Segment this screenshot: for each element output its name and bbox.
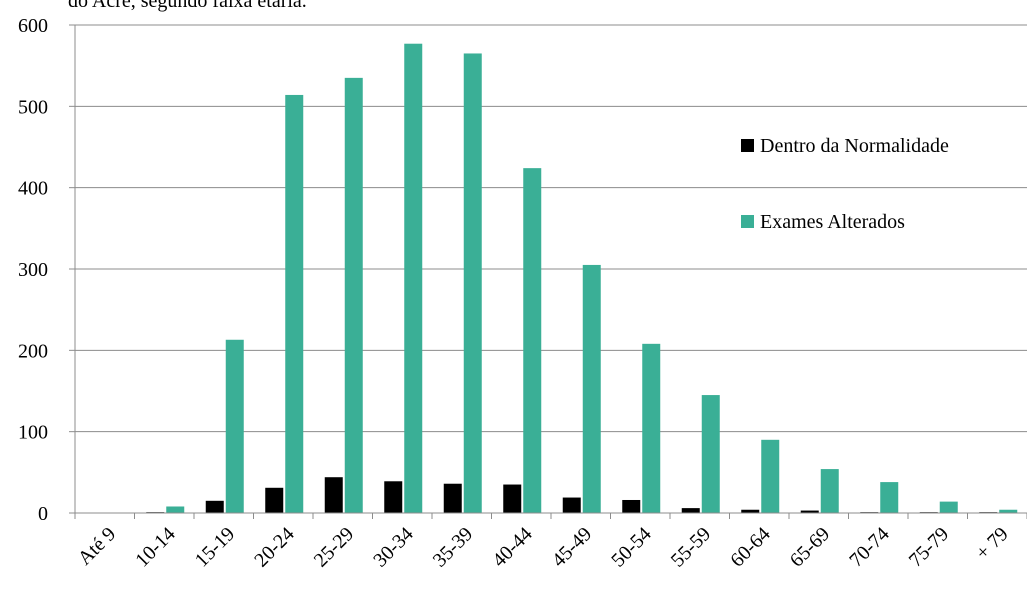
y-tick-label: 400 <box>18 178 48 200</box>
y-tick-label: 100 <box>18 422 48 444</box>
bar-exames-alterados <box>225 339 244 513</box>
bars <box>146 43 1018 514</box>
bar-exames-alterados <box>582 264 601 513</box>
bar-dentro-normalidade <box>384 481 403 513</box>
x-tick-label: 25-29 <box>310 523 359 572</box>
bar-dentro-normalidade <box>741 509 760 513</box>
bar-dentro-normalidade <box>562 497 581 513</box>
x-tick-label: 75-79 <box>905 523 954 572</box>
legend-swatch <box>741 215 754 228</box>
bar-exames-alterados <box>999 509 1018 513</box>
chart-caption: do Acre, segundo faixa etária. <box>68 0 307 12</box>
x-tick-label: 55-59 <box>667 523 716 572</box>
x-tick-label: 15-19 <box>191 523 240 572</box>
bar-exames-alterados <box>166 506 185 513</box>
bar-dentro-normalidade <box>443 483 462 513</box>
bar-exames-alterados <box>523 168 542 513</box>
legend-label: Exames Alterados <box>760 211 905 233</box>
legend-label: Dentro da Normalidade <box>760 135 949 157</box>
x-tick-label: 30-34 <box>369 523 418 572</box>
x-tick-label: 35-39 <box>429 523 478 572</box>
x-tick-label: 65-69 <box>786 523 835 572</box>
bar-exames-alterados <box>880 482 899 513</box>
x-tick-label: 60-64 <box>726 523 775 572</box>
bar-exames-alterados <box>939 501 958 513</box>
x-tick-label: 10-14 <box>131 523 180 572</box>
bar-dentro-normalidade <box>800 510 819 513</box>
bar-exames-alterados <box>463 53 482 513</box>
bar-exames-alterados <box>404 43 423 513</box>
x-tick-label: 50-54 <box>607 523 656 572</box>
x-tick-label: + 79 <box>972 523 1013 564</box>
bar-dentro-normalidade <box>622 499 641 513</box>
x-tick-label: Até 9 <box>74 523 121 570</box>
x-tick-label: 40-44 <box>488 523 537 572</box>
y-tick-label: 0 <box>38 503 48 525</box>
bar-exames-alterados <box>344 77 363 513</box>
bar-exames-alterados <box>285 94 304 514</box>
bar-dentro-normalidade <box>324 477 343 513</box>
x-tick-label: 70-74 <box>845 523 894 572</box>
bar-dentro-normalidade <box>265 487 284 513</box>
bar-exames-alterados <box>820 469 839 513</box>
y-axis: 0 100 200 300 400 500 600 <box>18 15 76 525</box>
x-tick-label: 45-49 <box>548 523 597 572</box>
bar-exames-alterados <box>701 395 720 513</box>
bar-exames-alterados <box>642 343 661 513</box>
legend: Dentro da Normalidade Exames Alterados <box>741 135 949 233</box>
x-axis: Até 9 10-14 15-19 20-24 25-29 30-34 35-39 40-44… <box>74 512 1027 572</box>
bar-dentro-normalidade <box>205 500 224 513</box>
y-tick-label: 500 <box>18 96 48 118</box>
bar-exames-alterados <box>761 439 780 513</box>
bar-dentro-normalidade <box>681 508 700 513</box>
y-tick-label: 200 <box>18 340 48 362</box>
bar-dentro-normalidade <box>503 484 522 513</box>
y-tick-label: 300 <box>18 259 48 281</box>
legend-swatch <box>741 139 754 152</box>
y-tick-label: 600 <box>18 15 48 37</box>
x-tick-label: 20-24 <box>250 523 299 572</box>
